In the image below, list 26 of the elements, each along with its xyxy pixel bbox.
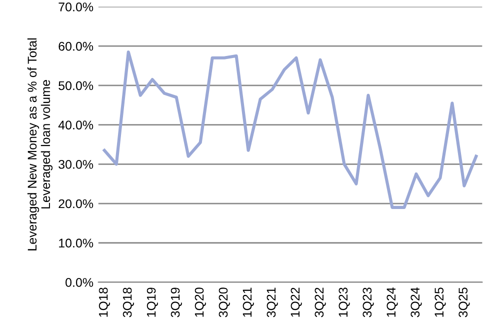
x-tick-label: 1Q24: [386, 287, 398, 317]
x-tick-label: 1Q22: [290, 288, 302, 317]
x-tick-label: 3Q24: [410, 287, 422, 318]
x-tick-label: 1Q20: [194, 288, 206, 317]
y-tick-label: 0.0%: [66, 278, 94, 287]
y-tick-label: 20.0%: [58, 199, 94, 208]
y-tick-label: 70.0%: [58, 2, 94, 12]
x-tick-label: 1Q21: [242, 288, 254, 317]
x-tick-label: 3Q23: [362, 288, 374, 318]
y-axis-title: Leveraged New Money as a % of Total Leveraged loan volume: [27, 38, 53, 250]
y-tick-label: 40.0%: [58, 120, 94, 130]
x-tick-label: 3Q19: [170, 288, 182, 318]
x-tick-label: 1Q19: [146, 288, 158, 317]
x-tick-label: 3Q25: [458, 288, 470, 318]
x-tick-label: 1Q18: [98, 288, 110, 317]
y-tick-label: 60.0%: [58, 42, 94, 51]
x-tick-label: 1Q23: [338, 288, 350, 317]
y-tick-label: 10.0%: [59, 238, 94, 248]
x-tick-label: 3Q21: [266, 288, 278, 318]
y-tick-label: 50.0%: [58, 81, 94, 90]
x-tick-label: 3Q18: [122, 288, 134, 318]
x-tick-label: 1Q25: [434, 288, 446, 317]
x-tick-label: 3Q22: [314, 288, 326, 318]
y-tick-label: 30.0%: [58, 160, 94, 169]
line-series: [102, 50, 478, 209]
x-tick-label: 3Q20: [218, 288, 230, 318]
